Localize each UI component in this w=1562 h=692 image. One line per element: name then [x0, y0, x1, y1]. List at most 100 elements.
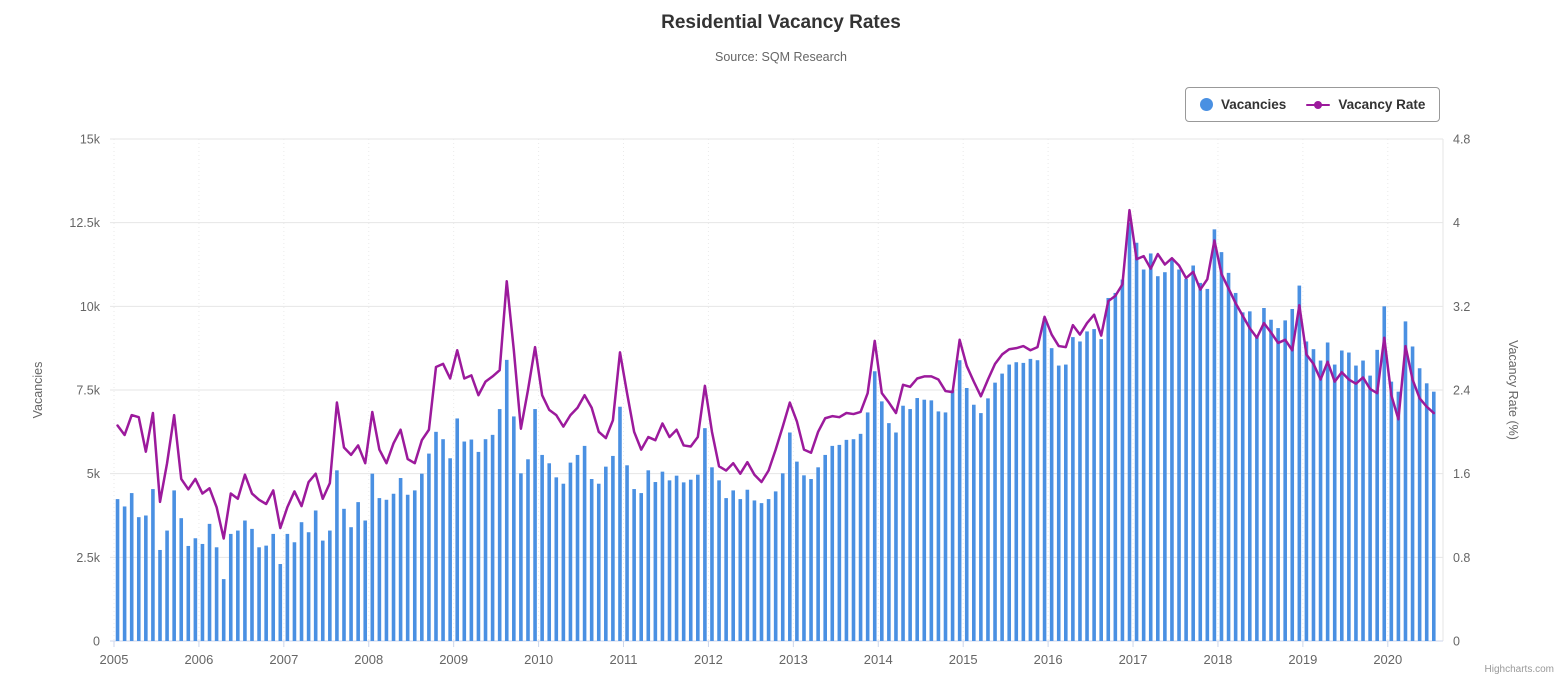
vacancies-bar[interactable]	[823, 454, 827, 641]
vacancies-bar[interactable]	[512, 416, 516, 641]
vacancies-bar[interactable]	[1148, 253, 1153, 641]
vacancies-bar[interactable]	[1290, 309, 1295, 641]
vacancies-bar[interactable]	[179, 518, 184, 641]
legend-item-vacancies[interactable]: Vacancies	[1200, 97, 1286, 112]
vacancies-bar[interactable]	[915, 398, 919, 641]
vacancies-bar[interactable]	[1156, 276, 1160, 641]
vacancies-bar[interactable]	[136, 517, 141, 641]
vacancies-bar[interactable]	[412, 490, 417, 641]
vacancies-bar[interactable]	[1000, 373, 1004, 641]
vacancies-bar[interactable]	[1332, 364, 1337, 641]
vacancies-bar[interactable]	[773, 491, 778, 641]
vacancies-bar[interactable]	[1092, 329, 1096, 641]
vacancies-bar[interactable]	[115, 499, 120, 641]
vacancies-bar[interactable]	[993, 382, 997, 641]
vacancies-bar[interactable]	[342, 508, 346, 641]
vacancies-bar[interactable]	[158, 549, 162, 641]
vacancies-bar[interactable]	[1339, 350, 1344, 641]
vacancies-bar[interactable]	[377, 498, 382, 641]
vacancies-bar[interactable]	[957, 360, 962, 641]
vacancies-bar[interactable]	[448, 458, 452, 641]
vacancies-bar[interactable]	[1361, 360, 1365, 641]
vacancies-bar[interactable]	[1269, 319, 1273, 641]
vacancies-bar[interactable]	[1354, 365, 1358, 641]
vacancies-bar[interactable]	[214, 547, 219, 641]
vacancies-bar[interactable]	[1042, 318, 1047, 641]
vacancies-bar[interactable]	[851, 439, 856, 641]
vacancies-bar[interactable]	[271, 533, 276, 641]
vacancies-bar[interactable]	[1233, 292, 1238, 641]
vacancies-bar[interactable]	[519, 473, 523, 641]
vacancies-bar[interactable]	[462, 441, 467, 641]
vacancies-bar[interactable]	[1403, 321, 1408, 641]
vacancies-bar[interactable]	[363, 520, 368, 641]
vacancies-bar[interactable]	[434, 431, 438, 641]
vacancies-bar[interactable]	[455, 418, 460, 641]
vacancies-bar[interactable]	[1410, 346, 1415, 641]
vacancies-bar[interactable]	[830, 445, 835, 641]
vacancies-bar[interactable]	[837, 444, 842, 641]
vacancies-bar[interactable]	[731, 490, 735, 641]
vacancies-bar[interactable]	[1177, 269, 1181, 641]
vacancies-bar[interactable]	[1184, 278, 1188, 641]
vacancies-bar[interactable]	[950, 390, 955, 641]
vacancies-bar[interactable]	[752, 500, 757, 641]
vacancies-bar[interactable]	[582, 445, 587, 641]
vacancies-bar[interactable]	[802, 475, 806, 641]
vacancies-bar[interactable]	[335, 470, 339, 641]
vacancies-bar[interactable]	[618, 406, 622, 641]
vacancies-bar[interactable]	[151, 489, 155, 641]
vacancies-bar[interactable]	[1212, 229, 1217, 642]
vacancies-bar[interactable]	[476, 451, 481, 641]
vacancies-bar[interactable]	[589, 479, 594, 641]
vacancies-bar[interactable]	[1318, 360, 1323, 641]
vacancies-bar[interactable]	[1191, 265, 1195, 642]
vacancies-bar[interactable]	[243, 520, 247, 641]
vacancies-bar[interactable]	[236, 530, 240, 641]
vacancies-bar[interactable]	[1134, 242, 1139, 641]
vacancies-bar[interactable]	[1219, 252, 1224, 641]
vacancies-bar[interactable]	[710, 467, 714, 641]
vacancies-bar[interactable]	[887, 423, 891, 641]
vacancies-bar[interactable]	[554, 477, 559, 641]
vacancies-bar[interactable]	[165, 530, 169, 641]
vacancies-bar[interactable]	[200, 543, 205, 641]
vacancies-bar[interactable]	[1071, 337, 1075, 641]
vacancies-bar[interactable]	[1106, 297, 1111, 641]
vacancies-bar[interactable]	[264, 545, 268, 641]
vacancies-bar[interactable]	[1035, 360, 1040, 641]
vacancies-bar[interactable]	[1276, 328, 1280, 641]
vacancies-bar[interactable]	[795, 461, 799, 641]
vacancies-bar[interactable]	[420, 473, 424, 641]
vacancies-bar[interactable]	[1262, 308, 1266, 641]
vacancies-bar[interactable]	[250, 528, 254, 641]
vacancies-bar[interactable]	[611, 455, 615, 641]
vacancies-bar[interactable]	[865, 412, 870, 641]
vacancies-bar[interactable]	[391, 493, 396, 641]
vacancies-bar[interactable]	[780, 473, 785, 641]
vacancies-bar[interactable]	[490, 434, 495, 641]
vacancies-bar[interactable]	[908, 409, 912, 641]
vacancies-bar[interactable]	[207, 523, 212, 641]
vacancies-bar[interactable]	[696, 474, 700, 641]
vacancies-bar[interactable]	[1064, 364, 1068, 641]
vacancies-bar[interactable]	[858, 433, 863, 641]
vacancies-bar[interactable]	[809, 479, 813, 641]
vacancies-bar[interactable]	[1099, 339, 1103, 641]
vacancies-bar[interactable]	[979, 413, 983, 641]
vacancies-bar[interactable]	[1396, 391, 1401, 641]
vacancies-bar[interactable]	[844, 439, 849, 641]
vacancies-bar[interactable]	[1078, 341, 1082, 641]
vacancies-bar[interactable]	[540, 454, 544, 641]
vacancies-bar[interactable]	[1007, 364, 1011, 641]
vacancies-bar[interactable]	[193, 538, 198, 641]
highcharts-credit-link[interactable]: Highcharts.com	[1484, 664, 1554, 675]
vacancies-bar[interactable]	[639, 493, 644, 641]
vacancies-bar[interactable]	[1424, 383, 1429, 641]
vacancies-bar[interactable]	[306, 532, 311, 641]
vacancies-bar[interactable]	[681, 482, 686, 641]
vacancies-bar[interactable]	[1028, 358, 1033, 641]
vacancies-bar[interactable]	[1283, 320, 1287, 641]
vacancies-bar[interactable]	[497, 409, 502, 641]
vacancies-bar[interactable]	[717, 480, 721, 641]
